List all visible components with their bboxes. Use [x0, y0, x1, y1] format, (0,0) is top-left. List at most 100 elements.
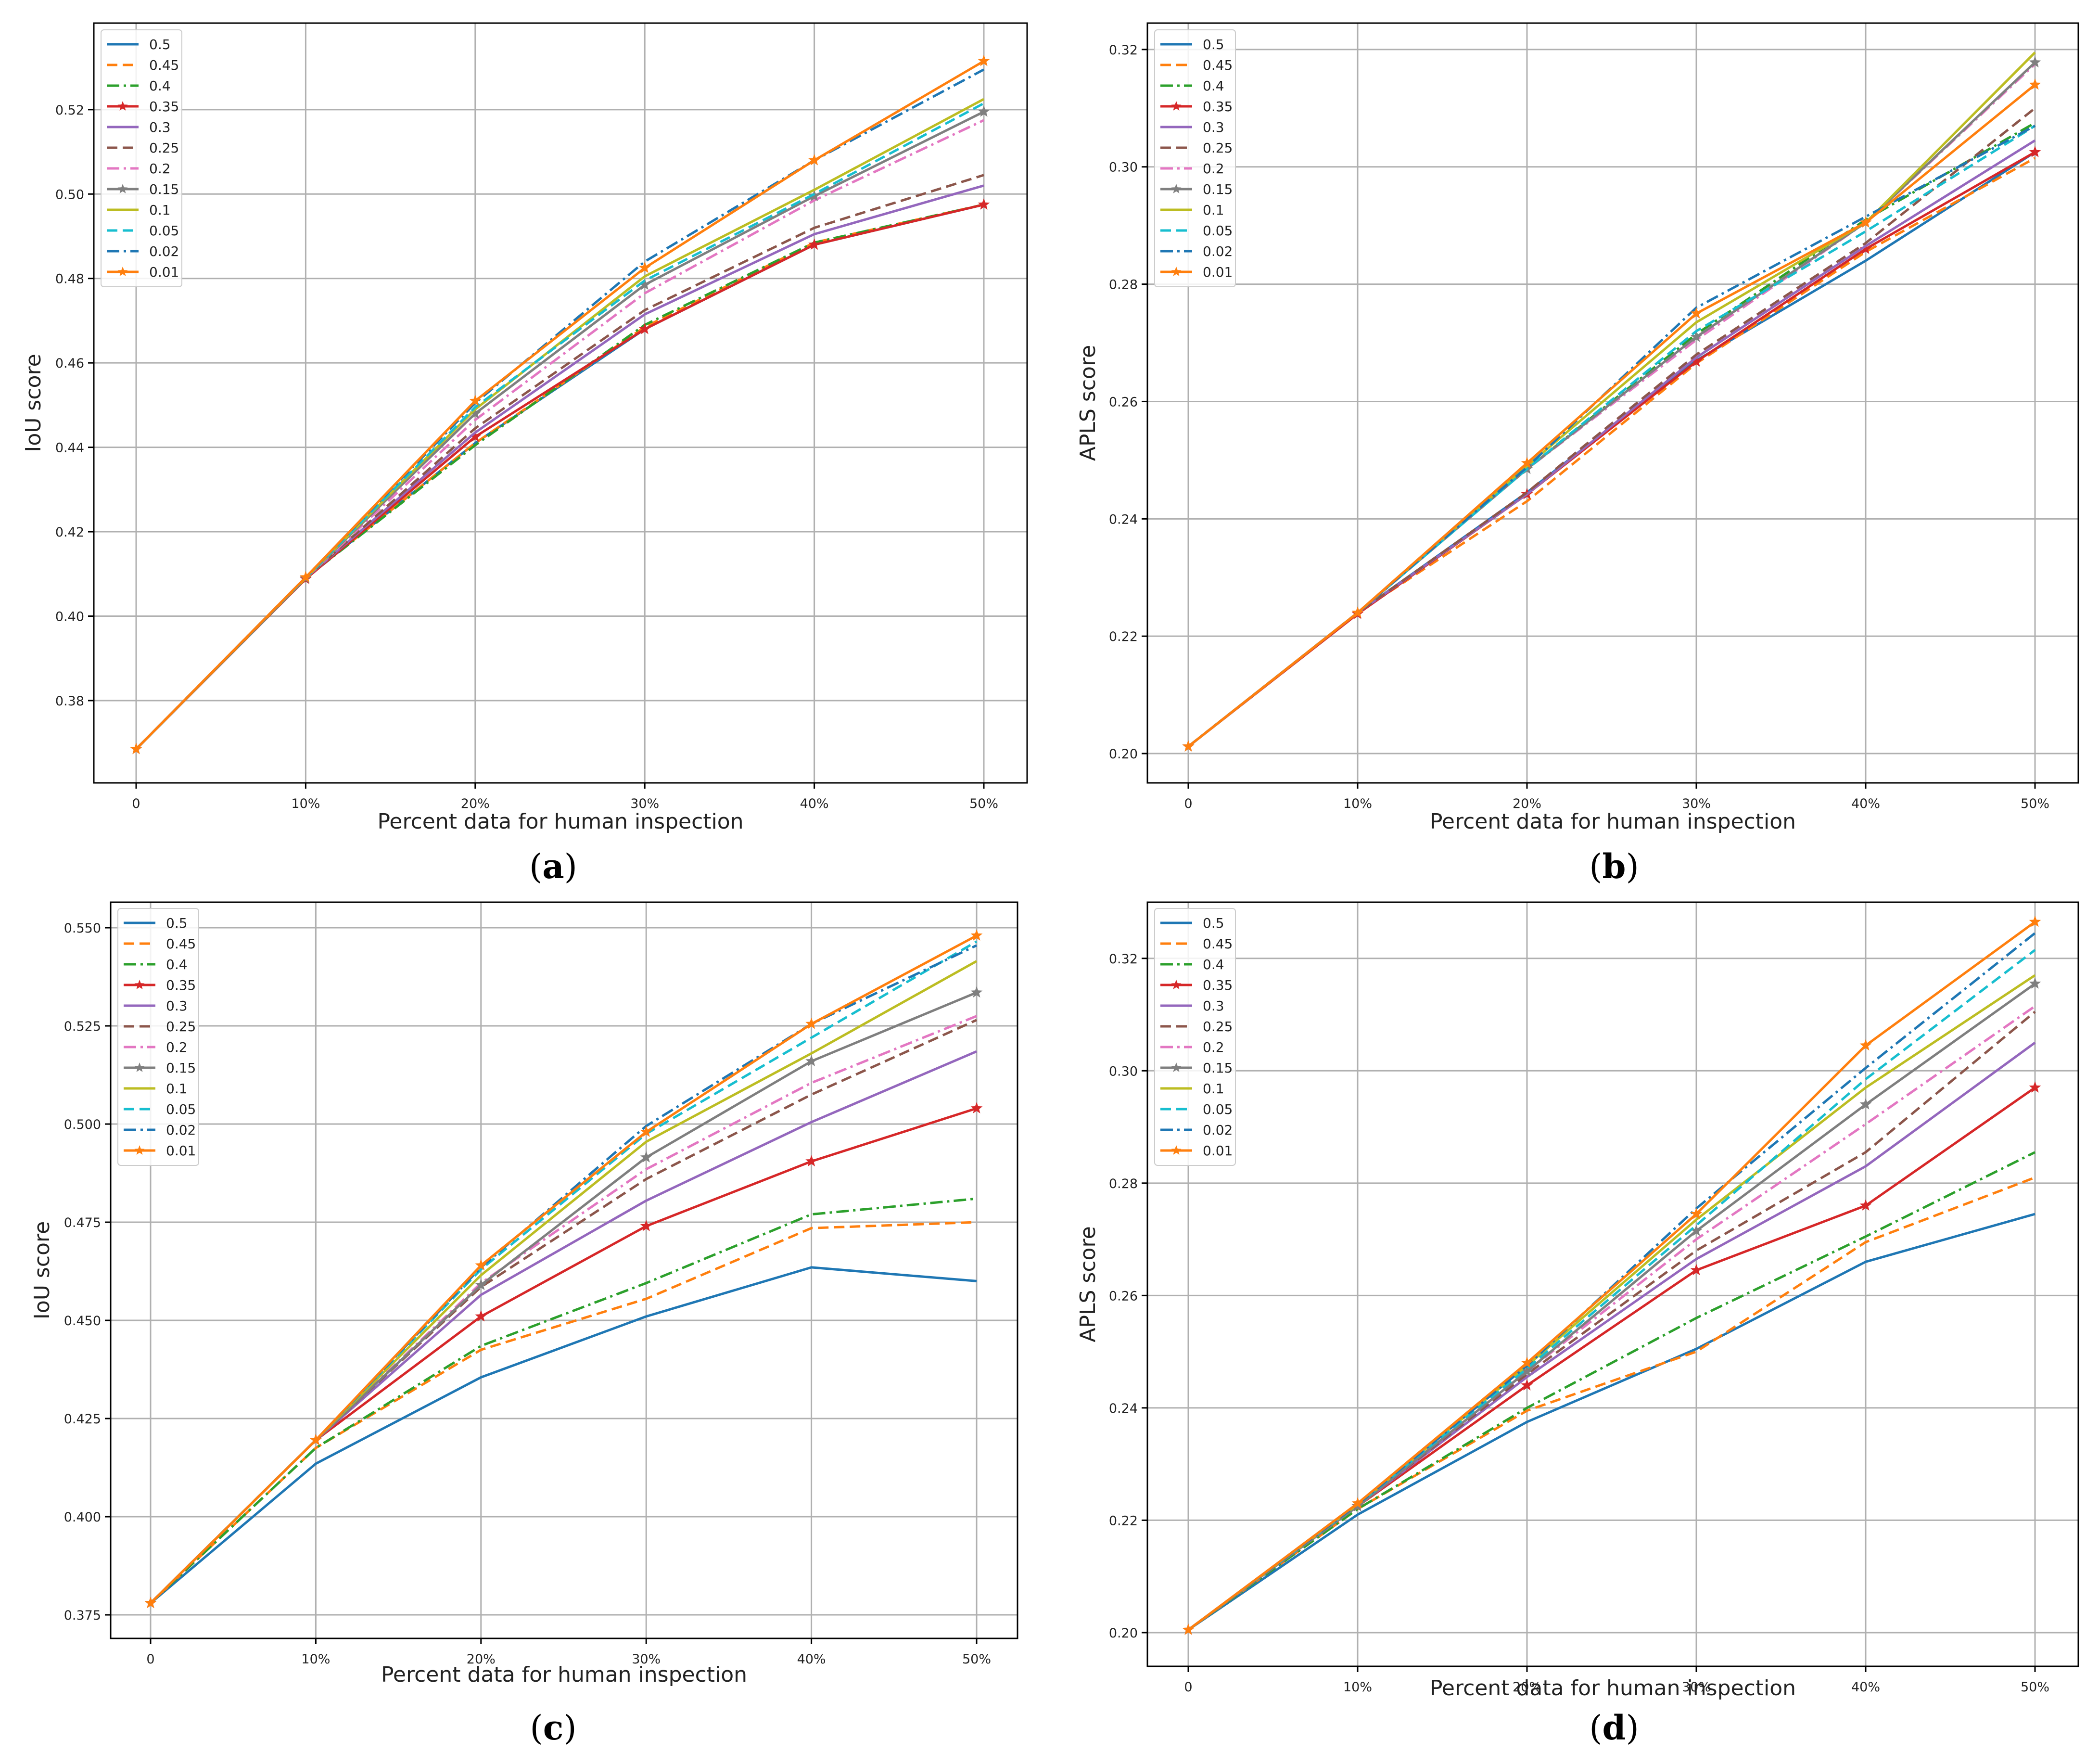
data-point-0.01	[2029, 915, 2041, 927]
data-point-0.15	[640, 1151, 652, 1163]
plot-frame	[110, 901, 1018, 1639]
data-point-0.01	[970, 929, 983, 941]
data-point-0.01	[978, 55, 990, 66]
data-point-0.35	[469, 430, 482, 442]
y-tick-label: 0.26	[1109, 395, 1138, 409]
y-tick-label: 0.46	[55, 356, 84, 371]
y-tick-label: 0.450	[64, 1314, 101, 1329]
legend-marker-0.01	[1171, 267, 1182, 276]
y-tick-label: 0.500	[64, 1117, 101, 1132]
x-tick-label: 50%	[2021, 796, 2049, 811]
y-axis-label: IoU score	[21, 354, 46, 452]
legend-label-0.05: 0.05	[1203, 1101, 1233, 1117]
data-point-0.01	[1690, 307, 1703, 319]
series-line-0.02	[135, 68, 985, 750]
x-tick-label: 30%	[630, 796, 659, 811]
y-tick-label: 0.32	[1109, 43, 1138, 58]
x-tick-label: 20%	[1513, 796, 1541, 811]
y-tick-label: 0.375	[64, 1608, 101, 1623]
legend-label-0.5: 0.5	[1203, 37, 1224, 52]
legend-label-0.25: 0.25	[1203, 1019, 1233, 1035]
y-axis-label: APLS score	[1076, 345, 1100, 461]
x-tick-label: 10%	[291, 796, 320, 811]
legend-marker-0.15	[134, 1062, 145, 1072]
data-point-0.35	[1690, 1264, 1703, 1276]
data-point-0.15	[1859, 1098, 1872, 1110]
legend-label-0.4: 0.4	[149, 78, 171, 94]
y-tick-label: 0.24	[1109, 1401, 1138, 1416]
series-line-0.01	[135, 60, 985, 750]
panel-caption: (b)	[1589, 846, 1639, 886]
legend-label-0.01: 0.01	[1203, 264, 1233, 280]
y-tick-label: 0.48	[55, 272, 84, 287]
data-point-0.35	[638, 323, 651, 334]
x-tick-label: 20%	[1513, 1680, 1541, 1695]
data-point-0.01	[310, 1433, 322, 1445]
data-point-0.15	[2029, 977, 2041, 989]
data-point-0.01	[1182, 740, 1195, 752]
x-tick-label: 10%	[1343, 1680, 1372, 1695]
legend: 0.5 0.45 0.4 0.35 0.3 0.25 0.2 0.15 0.1 0.05 0.02 0…	[1154, 908, 1236, 1166]
series-line-0.4	[150, 1197, 977, 1604]
legend-label-0.35: 0.35	[166, 977, 196, 993]
data-point-0.01	[1521, 457, 1533, 468]
data-point-0.01	[1859, 1039, 1872, 1051]
data-point-0.15	[805, 1055, 817, 1066]
legend-label-0.1: 0.1	[166, 1081, 188, 1097]
panel-caption: (d)	[1589, 1708, 1639, 1748]
legend-label-0.15: 0.15	[1203, 1060, 1233, 1076]
x-tick-label: 0	[146, 1652, 154, 1667]
data-point-0.01	[640, 1125, 652, 1137]
plot-frame	[93, 22, 1028, 784]
data-point-0.01	[1182, 1623, 1195, 1635]
legend-label-0.4: 0.4	[1203, 957, 1224, 972]
data-point-0.35	[808, 238, 820, 250]
legend-label-0.01: 0.01	[1203, 1143, 1233, 1159]
data-point-0.01	[469, 395, 482, 406]
data-point-0.01	[144, 1597, 157, 1609]
x-tick-label: 0	[132, 796, 140, 811]
data-point-0.01	[1351, 606, 1364, 618]
x-tick-label: 50%	[962, 1652, 991, 1667]
data-point-0.15	[2029, 56, 2041, 68]
legend-label-0.02: 0.02	[1203, 243, 1233, 259]
data-point-0.15	[1690, 331, 1703, 342]
data-point-0.01	[1521, 1356, 1533, 1368]
data-point-0.01	[130, 742, 142, 754]
y-tick-label: 0.550	[64, 921, 101, 936]
legend-label-0.35: 0.35	[1203, 99, 1233, 115]
data-point-0.15	[970, 986, 983, 998]
y-axis-label: APLS score	[1076, 1226, 1100, 1342]
y-tick-label: 0.52	[55, 103, 84, 118]
data-point-0.35	[1859, 1199, 1872, 1211]
data-point-0.01	[300, 571, 312, 583]
legend-label-0.1: 0.1	[149, 202, 171, 218]
x-tick-label: 20%	[467, 1652, 496, 1667]
legend-label-0.15: 0.15	[166, 1060, 196, 1076]
y-tick-label: 0.22	[1109, 1513, 1138, 1528]
legend-label-0.45: 0.45	[1203, 936, 1233, 952]
y-tick-label: 0.22	[1109, 629, 1138, 644]
legend-marker-0.01	[134, 1145, 145, 1155]
x-tick-label: 50%	[969, 796, 998, 811]
y-tick-label: 0.26	[1109, 1289, 1138, 1304]
legend-label-0.25: 0.25	[1203, 140, 1233, 156]
y-tick-label: 0.24	[1109, 512, 1138, 527]
legend-label-0.3: 0.3	[1203, 119, 1224, 135]
y-tick-label: 0.28	[1109, 1176, 1138, 1191]
legend: 0.5 0.45 0.4 0.35 0.3 0.25 0.2 0.15 0.1 0.05 0.02 0…	[117, 908, 199, 1166]
x-tick-label: 0	[1184, 796, 1192, 811]
x-tick-label: 20%	[461, 796, 490, 811]
y-tick-label: 0.425	[64, 1412, 101, 1427]
data-point-0.15	[1521, 1365, 1533, 1377]
panel-caption: (a)	[529, 846, 577, 886]
data-point-0.35	[1521, 1379, 1533, 1391]
data-point-0.01	[1690, 1208, 1703, 1219]
data-point-0.35	[640, 1220, 652, 1231]
legend-label-0.2: 0.2	[1203, 1039, 1224, 1055]
plot-frame	[1146, 901, 2079, 1667]
legend-label-0.4: 0.4	[166, 957, 188, 972]
legend-label-0.35: 0.35	[1203, 977, 1233, 993]
y-tick-label: 0.38	[55, 694, 84, 709]
